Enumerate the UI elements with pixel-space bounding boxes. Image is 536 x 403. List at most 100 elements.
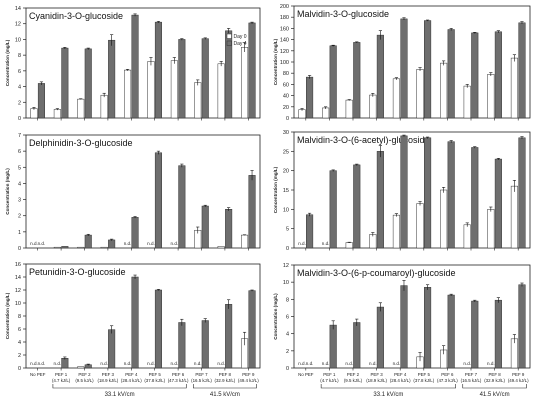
category-group bbox=[487, 157, 502, 251]
bar-day4 bbox=[37, 83, 45, 119]
group-bracket-label: 41.5 kV/cm bbox=[210, 392, 240, 398]
category-group: n.d. bbox=[463, 299, 479, 371]
group-bracket-label: 33.1 kV/cm bbox=[373, 392, 403, 398]
x-tick-label: PEF 2 bbox=[78, 372, 91, 377]
group-bracket-label: 33.1 kV/cm bbox=[105, 392, 135, 398]
x-tick-label: PEF 1 bbox=[55, 372, 68, 377]
bar-day4 bbox=[400, 18, 408, 119]
category-group bbox=[345, 163, 361, 251]
bar-day0 bbox=[77, 246, 85, 249]
category-group bbox=[217, 207, 233, 251]
y-tick-label: 140 bbox=[280, 38, 289, 44]
bar-day0 bbox=[124, 69, 132, 119]
y-tick-label: 200 bbox=[280, 4, 289, 10]
bar-day4 bbox=[353, 42, 361, 119]
bar-day4 bbox=[424, 20, 432, 119]
bar-day0 bbox=[487, 74, 495, 119]
bar-day4 bbox=[471, 147, 479, 249]
nd-label: n.d. bbox=[100, 361, 108, 366]
bar-day4 bbox=[108, 239, 116, 249]
bar-day4 bbox=[494, 158, 502, 249]
bar-day4 bbox=[329, 324, 337, 369]
bar-day4 bbox=[131, 217, 139, 249]
category-group bbox=[194, 37, 209, 121]
category-group: n.d. n.d. bbox=[30, 361, 45, 371]
bar-day4 bbox=[225, 209, 233, 249]
bar-day0 bbox=[416, 69, 424, 119]
category-group bbox=[440, 140, 455, 251]
category-group: n.d. bbox=[322, 320, 337, 371]
category-group bbox=[194, 204, 209, 251]
nd-label: n.d. bbox=[171, 361, 179, 366]
category-group bbox=[147, 21, 162, 121]
category-group bbox=[487, 30, 502, 121]
y-tick-label: 25 bbox=[283, 149, 289, 155]
bar-day4 bbox=[329, 45, 337, 119]
group-bracket-line bbox=[462, 384, 527, 389]
y-tick-label: 8 bbox=[18, 53, 21, 59]
y-axis-label: Concentration (mg/L) bbox=[273, 166, 278, 213]
y-tick-label: 2 bbox=[286, 349, 289, 355]
x-tick-label: (9.5 kJ/L) bbox=[75, 378, 94, 383]
bar-day4 bbox=[471, 32, 479, 119]
bar-day0 bbox=[392, 214, 400, 249]
group-33-1-kv: 33.1 kV/cm bbox=[52, 384, 187, 398]
bar-day4 bbox=[61, 246, 69, 249]
category-group bbox=[440, 293, 455, 371]
bar-day0 bbox=[487, 209, 495, 249]
category-group: n.d. bbox=[393, 280, 408, 371]
category-group bbox=[322, 44, 337, 121]
category-group: n.d. bbox=[322, 169, 337, 251]
y-tick-label: 40 bbox=[283, 94, 289, 100]
y-tick-label: 6 bbox=[18, 69, 21, 75]
y-tick-label: 3 bbox=[18, 198, 21, 204]
bar-day0 bbox=[345, 242, 353, 249]
bar-day0 bbox=[53, 246, 61, 249]
y-tick-label: 120 bbox=[280, 49, 289, 55]
x-axis-labels: No PEF PEF 1(4.7 kJ/L) PEF 2(9.5 kJ/L) PEF … bbox=[30, 372, 259, 383]
bar-day4 bbox=[306, 214, 314, 249]
nd-label: n.d. bbox=[194, 361, 202, 366]
plot-frame bbox=[293, 5, 531, 119]
bar-day4 bbox=[424, 287, 432, 369]
bar-day0 bbox=[30, 108, 38, 119]
x-tick-label: (4.7 kJ/L) bbox=[52, 378, 71, 383]
bar-day4 bbox=[154, 152, 162, 249]
y-tick-label: 10 bbox=[283, 280, 289, 286]
y-tick-label: 6 bbox=[18, 149, 21, 155]
x-tick-label: (49.4 kJ/L) bbox=[238, 378, 259, 383]
bar-day0 bbox=[170, 60, 178, 119]
bar-day0 bbox=[217, 63, 225, 119]
x-tick-label: PEF 6 bbox=[172, 372, 185, 377]
y-tick-label: 4 bbox=[18, 85, 21, 91]
y-tick-label: 0 bbox=[18, 116, 21, 122]
nd-label: n.d. bbox=[147, 241, 155, 246]
y-axis-label: Concentration (mg/L) bbox=[5, 39, 10, 86]
y-tick-label: 15 bbox=[283, 188, 289, 194]
y-tick-label: 4 bbox=[18, 181, 21, 187]
bar-day4 bbox=[248, 175, 256, 249]
group-bracket-line bbox=[52, 384, 187, 389]
y-tick-label: 5 bbox=[286, 227, 289, 233]
category-group: n.d. bbox=[369, 302, 384, 371]
category-group: n.d. bbox=[171, 163, 186, 251]
x-tick-label: No PEF bbox=[30, 372, 46, 377]
x-tick-label: PEF 8 bbox=[219, 372, 232, 377]
chart-panel-5: 0 2 4 6 8 10 12 14 16 Concentration (mg/L) Petunid… bbox=[5, 262, 261, 372]
x-tick-label: (47.3 kJ/L) bbox=[437, 378, 458, 383]
nd-label: n.d. bbox=[298, 241, 306, 246]
chart-title: Delphinidin-3-O-glucoside bbox=[29, 138, 133, 148]
category-group bbox=[510, 21, 526, 121]
category-group bbox=[217, 28, 233, 121]
y-tick-label: 20 bbox=[283, 169, 289, 175]
group-bracket-line bbox=[320, 384, 456, 389]
legend-swatch-day0 bbox=[226, 33, 232, 39]
x-tick-label: (37.8 kJ/L) bbox=[413, 378, 434, 383]
category-group bbox=[30, 81, 45, 121]
bar-day4 bbox=[201, 205, 209, 249]
category-group bbox=[416, 136, 432, 251]
nd-label: n.d. bbox=[38, 241, 46, 246]
category-group: n.d. bbox=[54, 356, 69, 371]
y-axis-label: Concentration (mg/L) bbox=[273, 38, 278, 85]
